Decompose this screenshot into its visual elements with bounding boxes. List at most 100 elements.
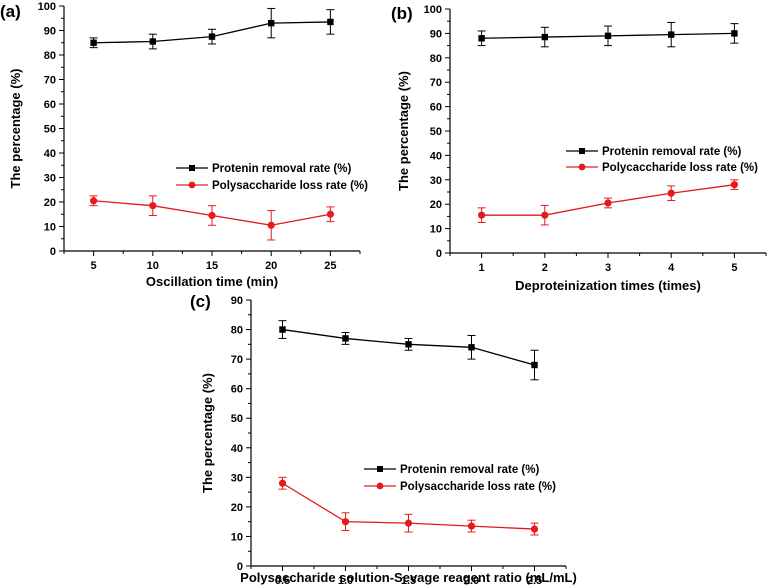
x-tick-label: 3 — [605, 262, 611, 274]
data-point — [326, 210, 334, 218]
y-tick-label: 30 — [44, 173, 56, 185]
series-polysaccharide-loss — [477, 179, 739, 226]
panel-label: (b) — [391, 4, 413, 23]
legend-entry: Polycaccharide loss rate (%) — [566, 162, 758, 174]
y-tick-label: 70 — [430, 77, 442, 89]
data-point — [342, 335, 349, 342]
data-point — [531, 361, 538, 369]
data-point — [268, 19, 275, 27]
data-point — [541, 211, 549, 219]
legend-marker — [377, 466, 383, 472]
data-point — [208, 211, 216, 220]
chart-panel-1: (a) 0 10 20 30 40 50 60 70 80 90 100 5 10 15 20 25 Oscill… — [0, 1, 368, 289]
y-tick-label: 90 — [430, 28, 442, 40]
y-tick-label: 70 — [44, 75, 56, 87]
y-tick-label: 50 — [44, 124, 56, 136]
legend: Protenin removal rate (%) Polysaccharide … — [176, 163, 368, 192]
data-point — [90, 39, 97, 46]
legend-entry: Polysaccharide loss rate (%) — [176, 180, 368, 192]
data-point — [327, 18, 334, 26]
y-tick-label: 50 — [231, 413, 243, 425]
x-tick-label: 20 — [265, 260, 277, 272]
y-tick-label: 50 — [430, 126, 442, 138]
x-tick-label: 4 — [668, 262, 675, 274]
legend: Protenin removal rate (%) Polycaccharide … — [566, 146, 758, 174]
data-point — [478, 211, 486, 219]
data-point — [405, 341, 412, 348]
legend-entry: Protenin removal rate (%) — [364, 464, 539, 476]
legend-entry: Polysaccharide loss rate (%) — [364, 481, 556, 493]
series-protein-removal — [278, 320, 539, 381]
y-axis-title: The percentage (%) — [200, 373, 215, 493]
data-point — [478, 35, 485, 42]
legend-label: Protenin removal rate (%) — [602, 146, 741, 158]
legend-label: Protenin removal rate (%) — [400, 464, 539, 476]
data-point — [467, 522, 476, 530]
data-point — [279, 326, 286, 333]
data-point — [404, 519, 413, 527]
legend-label: Polysaccharide loss rate (%) — [212, 180, 368, 192]
y-tick-label: 90 — [44, 26, 56, 38]
x-tick-label: 2.0 — [464, 575, 479, 585]
legend-label: Protenin removal rate (%) — [212, 163, 351, 175]
y-tick-label: 30 — [430, 175, 442, 187]
data-point — [149, 202, 157, 210]
x-tick-label: 25 — [324, 260, 336, 272]
x-tick-label: 5 — [91, 260, 97, 272]
y-tick-label: 90 — [231, 295, 243, 307]
y-tick-label: 0 — [436, 248, 442, 260]
legend-marker — [189, 165, 195, 171]
data-point — [90, 197, 98, 205]
y-tick-label: 20 — [430, 199, 442, 211]
y-tick-label: 80 — [44, 50, 56, 62]
x-tick-label: 10 — [147, 260, 159, 272]
x-axis-title: Deproteinization times (times) — [515, 278, 701, 293]
legend-marker — [579, 148, 585, 154]
y-tick-label: 40 — [44, 148, 56, 160]
series-polysaccharide-loss — [278, 476, 539, 536]
x-tick-label: 15 — [206, 260, 218, 272]
x-tick-label: 1.0 — [338, 575, 353, 585]
y-tick-label: 60 — [430, 102, 442, 114]
chart-panel-2: (b) 0 10 20 30 40 50 60 70 80 90 100 1 2 3 4 5 Deproteini… — [391, 4, 767, 293]
data-point — [730, 181, 739, 189]
y-tick-label: 40 — [430, 150, 442, 162]
y-tick-label: 0 — [237, 561, 243, 573]
y-tick-label: 20 — [44, 197, 56, 209]
data-point — [278, 479, 287, 487]
y-tick-label: 10 — [44, 222, 56, 234]
y-tick-label: 100 — [424, 4, 442, 16]
data-point — [208, 33, 216, 40]
y-axis-title: The percentage (%) — [8, 69, 23, 189]
y-tick-label: 60 — [44, 99, 56, 111]
y-tick-label: 70 — [231, 354, 243, 366]
y-axis-title: The percentage (%) — [396, 71, 411, 191]
data-point — [668, 31, 675, 38]
y-tick-label: 20 — [231, 502, 243, 514]
series-protein-removal — [89, 7, 335, 50]
x-axis-title: Oscillation time (min) — [146, 274, 278, 289]
data-point — [604, 32, 612, 40]
y-tick-label: 60 — [231, 384, 243, 396]
legend-marker — [376, 482, 384, 490]
x-tick-label: 5 — [731, 262, 737, 274]
y-tick-label: 100 — [38, 1, 56, 13]
data-point — [468, 344, 475, 351]
legend-label: Polysaccharide loss rate (%) — [400, 481, 556, 493]
y-tick-label: 40 — [231, 443, 243, 455]
y-tick-label: 80 — [231, 325, 243, 337]
data-point — [667, 189, 675, 197]
legend-entry: Protenin removal rate (%) — [566, 146, 741, 158]
data-point — [604, 199, 612, 207]
panel-label: (c) — [190, 292, 211, 311]
y-tick-label: 80 — [430, 53, 442, 65]
y-tick-label: 10 — [231, 531, 243, 543]
x-axis-title: Polysaccharide solution-Sevage reagent r… — [240, 570, 577, 585]
data-point — [541, 33, 548, 41]
x-tick-label: 1.5 — [401, 575, 416, 585]
data-point — [530, 525, 539, 533]
y-tick-label: 30 — [231, 472, 243, 484]
y-tick-label: 0 — [50, 246, 56, 258]
x-tick-label: 0.5 — [275, 575, 290, 585]
